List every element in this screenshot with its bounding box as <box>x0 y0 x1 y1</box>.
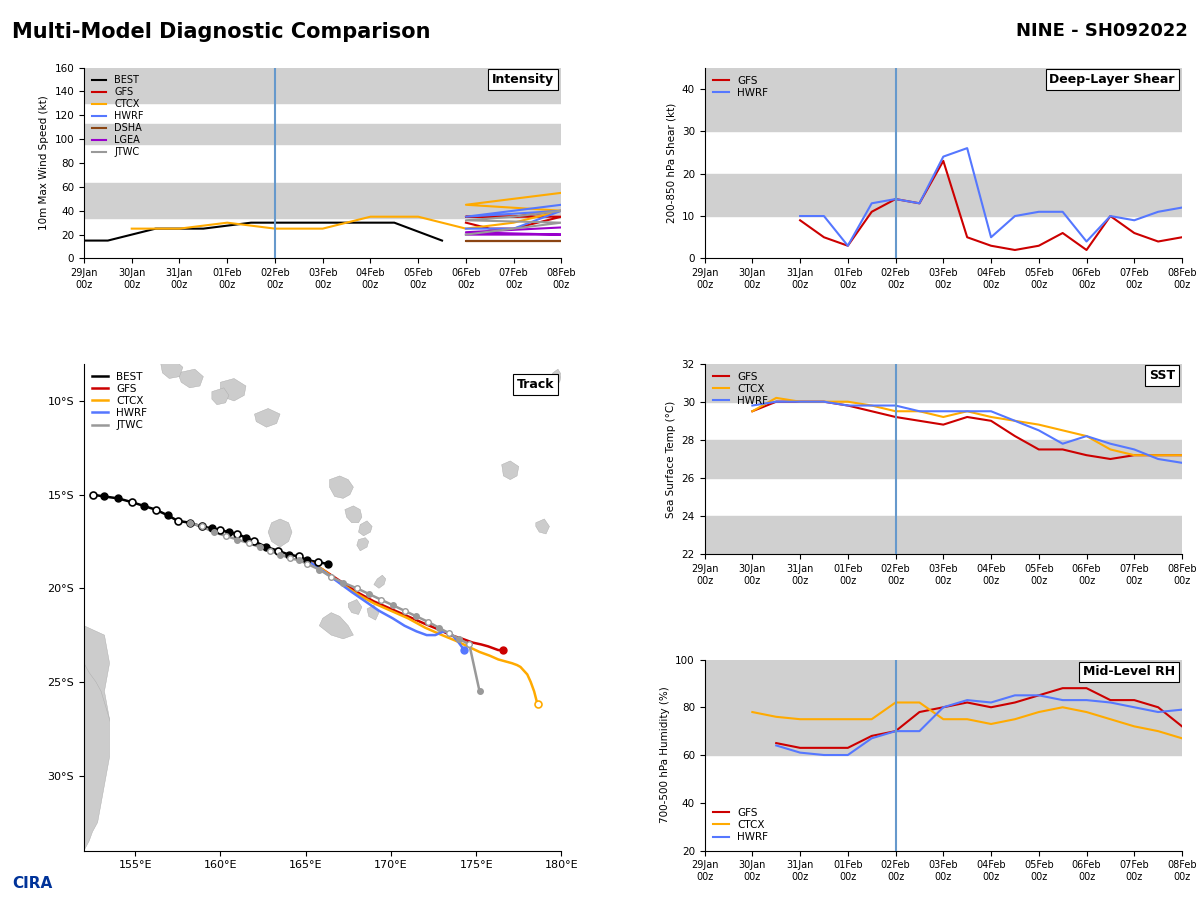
Polygon shape <box>356 537 368 551</box>
Text: Mid-Level RH: Mid-Level RH <box>1082 665 1175 679</box>
Polygon shape <box>367 605 379 620</box>
Text: Intensity: Intensity <box>492 73 554 86</box>
Polygon shape <box>330 476 353 499</box>
Bar <box>84 184 562 218</box>
Text: Track: Track <box>517 378 554 392</box>
Polygon shape <box>319 613 353 639</box>
Bar <box>84 123 562 144</box>
Y-axis label: 200-850 hPa Shear (kt): 200-850 hPa Shear (kt) <box>666 103 677 223</box>
Legend: GFS, CTCX, HWRF: GFS, CTCX, HWRF <box>710 369 772 410</box>
Y-axis label: 700-500 hPa Humidity (%): 700-500 hPa Humidity (%) <box>660 687 670 824</box>
Polygon shape <box>551 369 562 382</box>
Text: Multi-Model Diagnostic Comparison: Multi-Model Diagnostic Comparison <box>12 22 431 42</box>
Polygon shape <box>502 461 518 480</box>
Polygon shape <box>536 519 550 534</box>
Polygon shape <box>254 409 280 428</box>
Bar <box>704 440 1182 478</box>
Polygon shape <box>348 599 362 615</box>
Bar <box>704 517 1182 554</box>
Bar <box>704 707 1182 755</box>
Y-axis label: Sea Surface Temp (°C): Sea Surface Temp (°C) <box>666 400 676 518</box>
Bar <box>84 68 562 104</box>
Legend: GFS, HWRF: GFS, HWRF <box>710 73 772 101</box>
Text: SST: SST <box>1148 369 1175 382</box>
Polygon shape <box>84 663 109 850</box>
Polygon shape <box>161 360 182 379</box>
Polygon shape <box>359 521 372 535</box>
Y-axis label: 10m Max Wind Speed (kt): 10m Max Wind Speed (kt) <box>38 95 49 230</box>
Polygon shape <box>212 388 229 405</box>
Bar <box>704 660 1182 707</box>
Text: NINE - SH092022: NINE - SH092022 <box>1016 22 1188 40</box>
Polygon shape <box>221 379 246 401</box>
Bar <box>704 364 1182 401</box>
Polygon shape <box>178 369 203 388</box>
Legend: BEST, GFS, CTCX, HWRF, DSHA, LGEA, JTWC: BEST, GFS, CTCX, HWRF, DSHA, LGEA, JTWC <box>89 72 146 160</box>
Polygon shape <box>344 506 362 523</box>
Text: CIRA: CIRA <box>12 876 53 891</box>
Text: Deep-Layer Shear: Deep-Layer Shear <box>1049 73 1175 86</box>
Polygon shape <box>84 626 109 813</box>
Bar <box>704 174 1182 216</box>
Bar <box>704 68 1182 131</box>
Polygon shape <box>374 575 385 589</box>
Legend: GFS, CTCX, HWRF: GFS, CTCX, HWRF <box>710 805 772 845</box>
Legend: BEST, GFS, CTCX, HWRF, JTWC: BEST, GFS, CTCX, HWRF, JTWC <box>89 369 150 433</box>
Polygon shape <box>268 519 292 547</box>
